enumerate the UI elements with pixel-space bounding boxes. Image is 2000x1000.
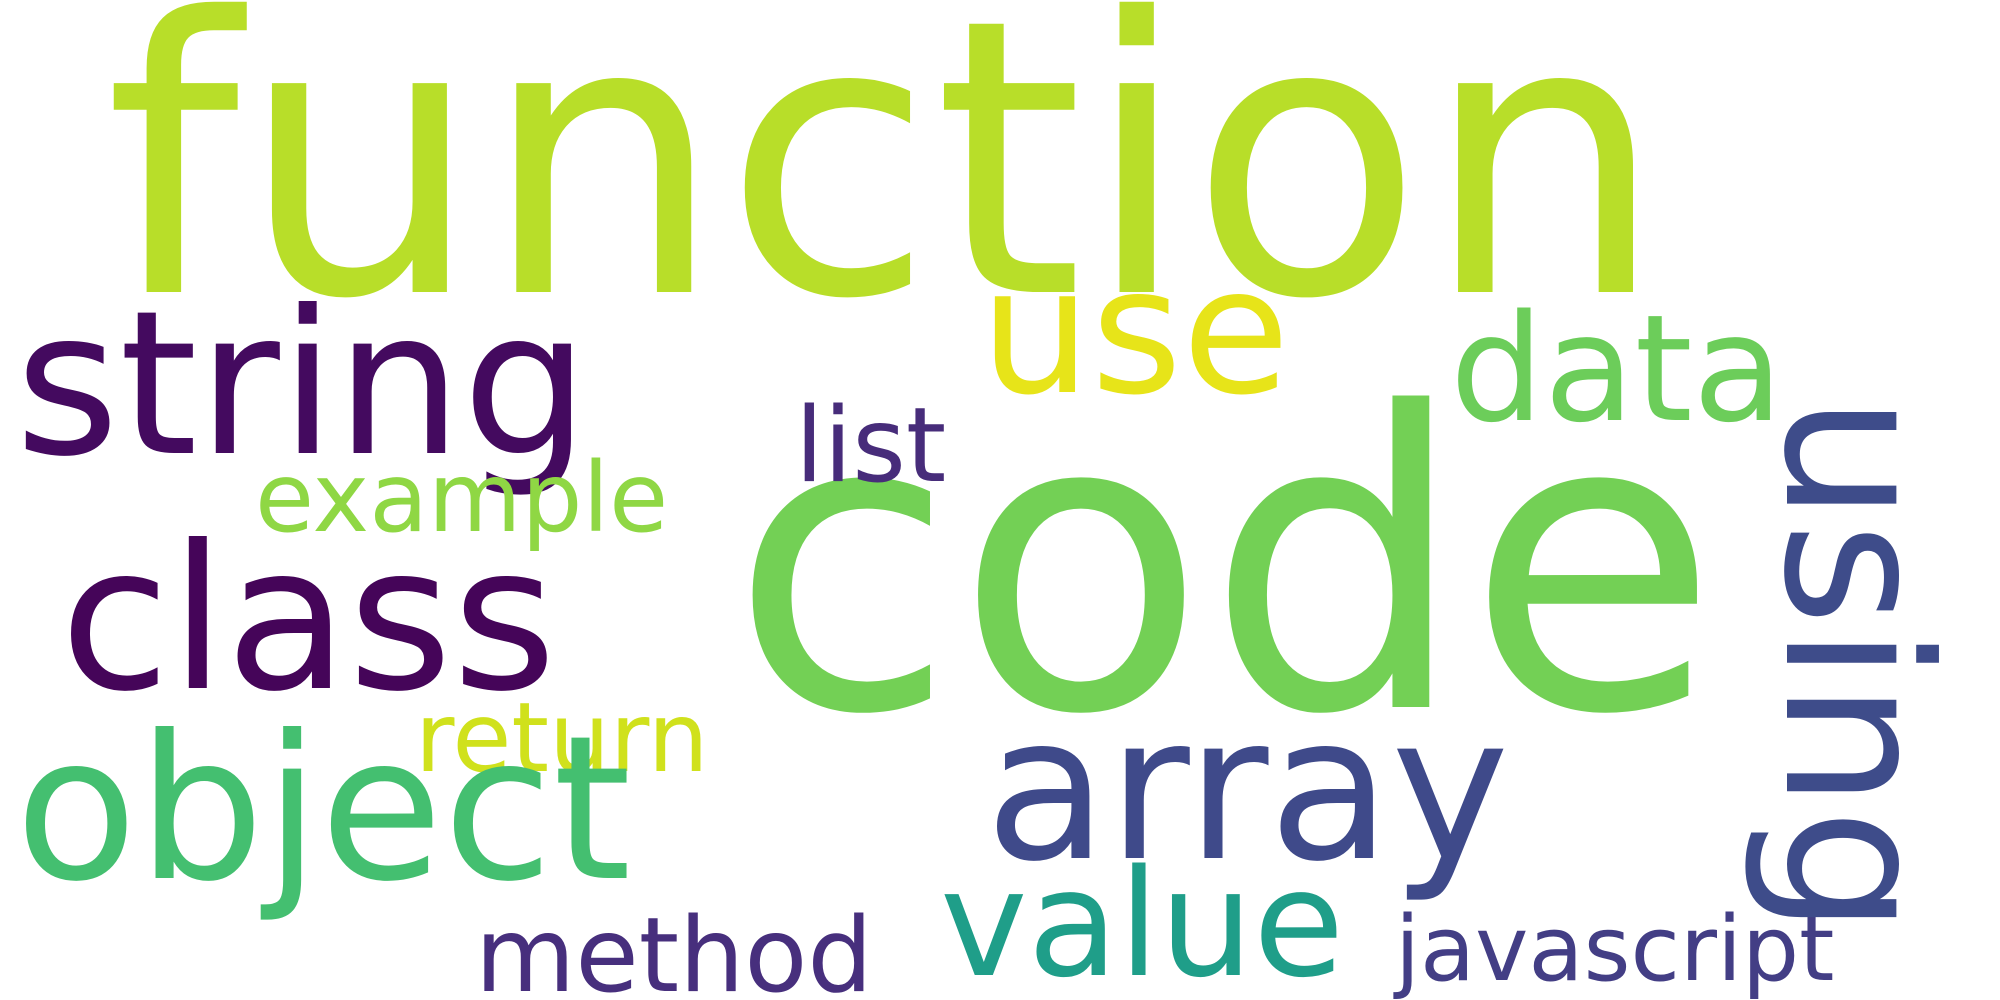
- word-object: object: [15, 693, 632, 926]
- word-string: string: [15, 268, 590, 501]
- word-return: return: [415, 682, 709, 794]
- word-array: array: [985, 673, 1510, 906]
- word-using: using: [1739, 395, 1972, 936]
- word-example: example: [255, 442, 669, 554]
- word-method: method: [475, 896, 873, 1000]
- word-class: class: [60, 503, 557, 736]
- word-data: data: [1450, 283, 1784, 455]
- word-use: use: [980, 231, 1290, 434]
- word-function: function: [105, 0, 1666, 383]
- word-code: code: [730, 326, 1719, 804]
- word-javascript: javascript: [1395, 897, 1835, 1000]
- word-value: value: [940, 838, 1345, 1000]
- word-list: list: [795, 386, 947, 506]
